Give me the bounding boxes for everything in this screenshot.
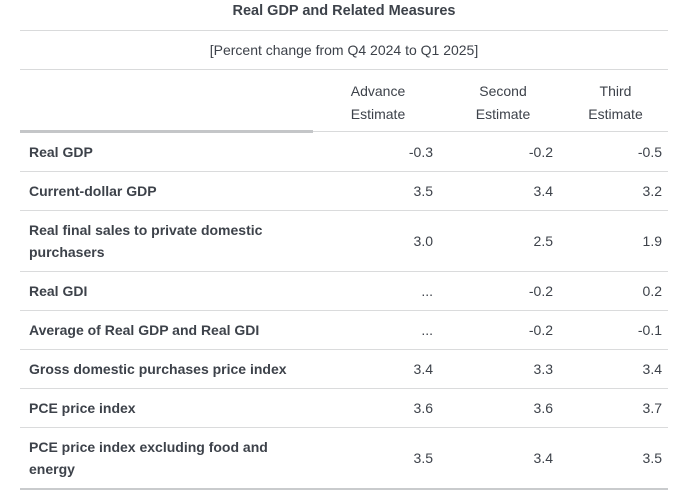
row-label: Average of Real GDP and Real GDI [20,310,313,350]
cell-advance: ... [313,271,443,311]
table-row: Current-dollar GDP 3.5 3.4 3.2 [20,171,668,211]
header-advance-estimate: Advance Estimate [313,70,443,132]
header-line: Advance [350,83,406,99]
cell-second: 3.4 [443,427,563,490]
cell-advance: 3.5 [313,171,443,211]
header-line: Second [479,83,527,99]
table-row: Real GDP -0.3 -0.2 -0.5 [20,131,668,172]
table-header: Advance Estimate Second Estimate Third E… [20,70,668,133]
row-label: Gross domestic purchases price index [20,349,313,389]
table-row: Real GDI ... -0.2 0.2 [20,271,668,311]
cell-second: 2.5 [443,210,563,272]
header-second-estimate: Second Estimate [443,70,563,132]
row-label: PCE price index [20,388,313,428]
cell-second: -0.2 [443,131,563,172]
row-label: Real final sales to private domestic pur… [20,210,313,272]
header-line: Estimate [588,106,643,122]
cell-advance: 3.5 [313,427,443,490]
cell-advance: 3.4 [313,349,443,389]
cell-third: 1.9 [563,210,668,272]
row-label: Real GDP [20,131,313,172]
table-row: Real final sales to private domestic pur… [20,210,668,272]
table-row: Gross domestic purchases price index 3.4… [20,349,668,389]
cell-advance: ... [313,310,443,350]
page-title: Real GDP and Related Measures [20,0,668,31]
cell-third: 3.2 [563,171,668,211]
cell-second: 3.4 [443,171,563,211]
row-label: PCE price index excluding food and energ… [20,427,313,490]
row-label: Real GDI [20,271,313,311]
cell-advance: 3.0 [313,210,443,272]
header-line: Estimate [350,106,406,122]
table-row: Average of Real GDP and Real GDI ... -0.… [20,310,668,350]
row-label: Current-dollar GDP [20,171,313,211]
header-empty-cell [20,70,313,133]
cell-second: -0.2 [443,271,563,311]
cell-third: -0.5 [563,131,668,172]
cell-advance: -0.3 [313,131,443,172]
table-row: PCE price index excluding food and energ… [20,427,668,490]
cell-third: 3.5 [563,427,668,490]
table-container: Real GDP and Related Measures [Percent c… [20,0,668,490]
cell-third: -0.1 [563,310,668,350]
cell-second: 3.6 [443,388,563,428]
header-line: Estimate [475,106,531,122]
header-line: Third [599,83,632,99]
cell-third: 3.4 [563,349,668,389]
cell-third: 3.7 [563,388,668,428]
cell-advance: 3.6 [313,388,443,428]
header-third-estimate: Third Estimate [563,70,668,132]
table-row: PCE price index 3.6 3.6 3.7 [20,388,668,428]
cell-second: -0.2 [443,310,563,350]
table-subtitle: [Percent change from Q4 2024 to Q1 2025] [20,31,668,70]
gdp-measures-table: Advance Estimate Second Estimate Third E… [20,70,668,490]
cell-second: 3.3 [443,349,563,389]
cell-third: 0.2 [563,271,668,311]
